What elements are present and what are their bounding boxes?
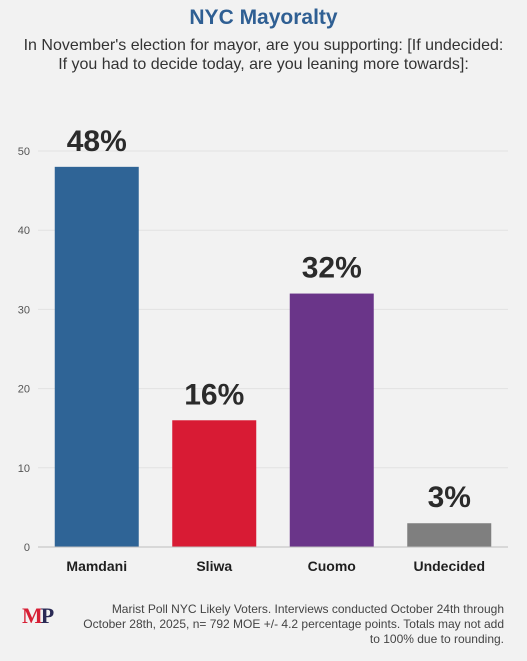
x-category-label: Cuomo [308, 558, 356, 574]
chart-title: NYC Mayoralty [189, 6, 338, 29]
y-tick-label: 20 [18, 384, 30, 396]
bar [172, 420, 257, 547]
y-tick-label: 30 [18, 304, 30, 316]
footnote: Marist Poll NYC Likely Voters. Interview… [83, 602, 504, 646]
y-tick-label: 50 [18, 146, 30, 158]
bar-value-label: 3% [428, 481, 471, 514]
bar-value-label: 48% [67, 125, 127, 158]
y-tick-label: 10 [18, 463, 30, 475]
bar [54, 166, 139, 547]
bar-value-label: 32% [302, 252, 362, 285]
chart-subtitle: In November's election for mayor, are yo… [23, 37, 504, 73]
logo-letter-p: P [40, 603, 55, 628]
y-tick-label: 40 [18, 225, 30, 237]
logo-letter-m: M [22, 603, 43, 628]
x-category-label: Undecided [413, 558, 485, 574]
bar [407, 523, 492, 547]
bar-value-label: 16% [184, 378, 244, 411]
bar [289, 293, 374, 547]
y-tick-label: 0 [24, 542, 30, 554]
marist-poll-logo: MP [22, 603, 55, 629]
x-category-label: Mamdani [66, 558, 127, 574]
x-category-label: Sliwa [196, 558, 232, 574]
